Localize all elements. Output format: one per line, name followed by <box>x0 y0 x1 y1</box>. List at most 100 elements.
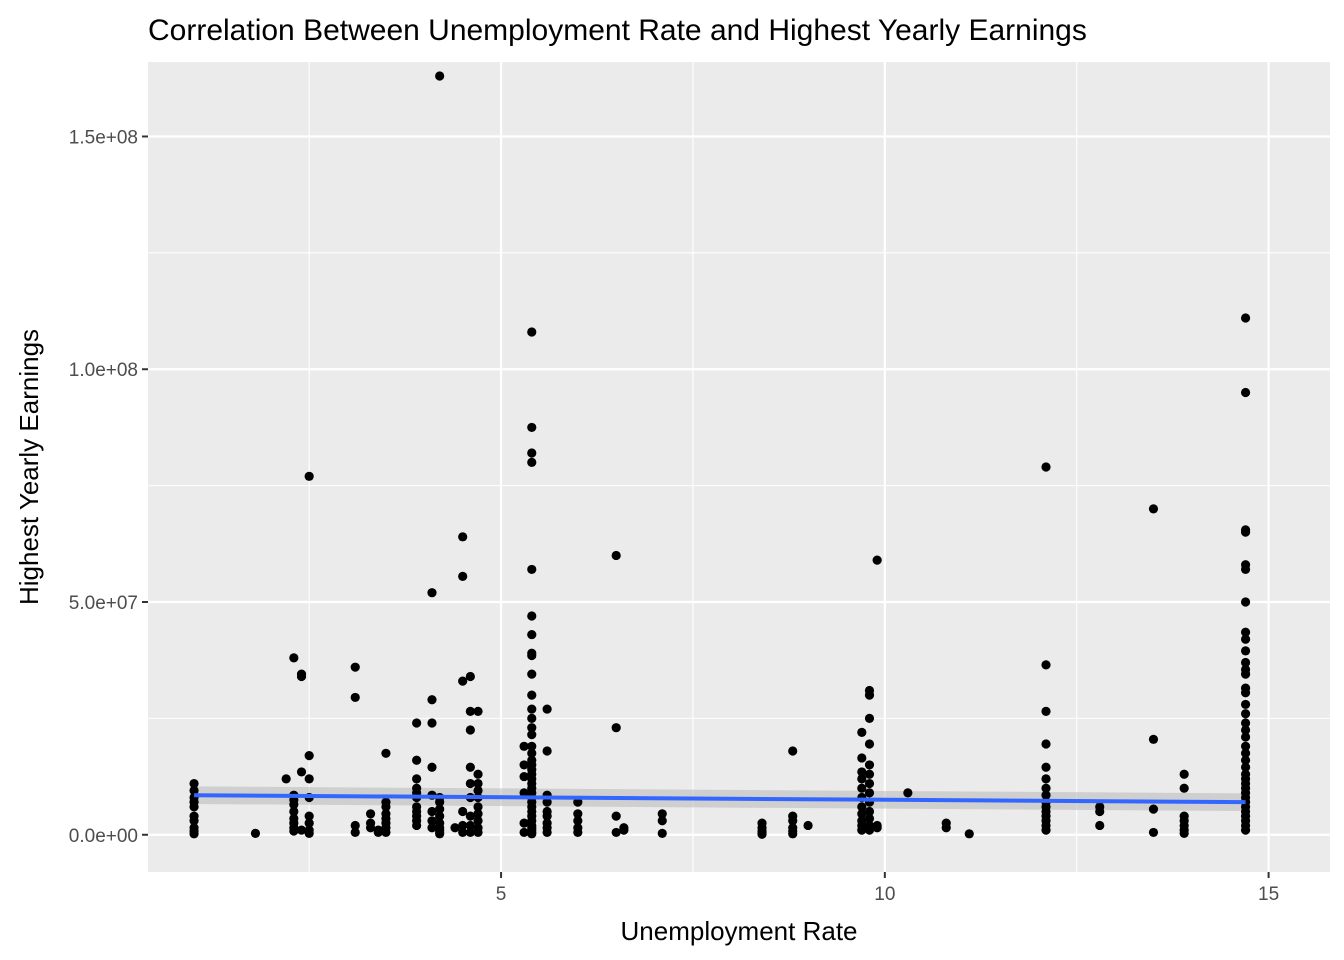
data-point <box>1179 783 1189 793</box>
data-point <box>1240 646 1251 656</box>
data-point <box>527 730 537 740</box>
data-point <box>527 327 537 337</box>
data-point <box>465 827 475 838</box>
data-point <box>1240 699 1251 710</box>
data-point <box>473 706 483 716</box>
data-point <box>1041 762 1051 772</box>
data-point <box>289 653 299 663</box>
data-point <box>350 662 360 672</box>
data-point <box>788 816 798 826</box>
data-point <box>857 767 867 777</box>
data-point <box>542 746 552 756</box>
tick-labels: 5 10 15 0.0e+00 5.0e+07 1.0e+08 1.5e+08 <box>69 127 1279 905</box>
data-point <box>473 809 483 819</box>
x-tick-label: 15 <box>1258 884 1279 905</box>
data-point <box>296 825 307 835</box>
data-point <box>611 723 621 733</box>
data-point <box>857 802 867 812</box>
data-point <box>1148 827 1159 838</box>
data-point <box>872 555 882 565</box>
data-point <box>864 788 875 798</box>
data-point <box>1240 657 1251 668</box>
data-point <box>304 751 314 761</box>
data-point <box>1240 755 1251 765</box>
data-point <box>1041 825 1051 835</box>
data-point <box>519 760 529 770</box>
data-point <box>289 806 299 817</box>
data-point <box>435 804 445 814</box>
data-point <box>1041 790 1051 800</box>
data-point <box>381 827 391 838</box>
data-point <box>435 71 445 81</box>
data-point <box>527 748 537 758</box>
data-point <box>350 827 360 838</box>
data-point <box>473 827 483 838</box>
data-point <box>473 778 483 789</box>
data-point <box>365 809 376 819</box>
data-point <box>289 826 299 836</box>
data-point <box>611 550 621 561</box>
data-point <box>473 785 483 796</box>
data-point <box>1041 462 1051 472</box>
axis-ticks <box>142 135 1270 878</box>
data-point <box>465 778 475 789</box>
data-point <box>757 829 767 839</box>
data-point <box>1240 741 1251 751</box>
data-point <box>189 802 199 812</box>
data-point <box>373 827 383 838</box>
data-point <box>465 762 475 772</box>
data-point <box>527 422 537 433</box>
data-point <box>281 774 291 784</box>
data-point <box>864 769 875 779</box>
data-point <box>1240 825 1251 835</box>
data-point <box>1095 820 1105 831</box>
data-point <box>519 788 529 798</box>
chart-title: Correlation Between Unemployment Rate an… <box>148 14 1087 47</box>
data-point <box>864 825 875 835</box>
y-axis-title: Highest Yearly Earnings <box>14 329 44 605</box>
data-point <box>1240 387 1251 398</box>
data-point <box>864 760 875 770</box>
data-point <box>1240 709 1251 719</box>
data-point <box>864 813 875 824</box>
data-point <box>465 671 475 682</box>
data-point <box>458 676 468 686</box>
data-point <box>941 823 951 833</box>
y-tick-label: 5.0e+07 <box>69 593 138 614</box>
data-point <box>189 816 199 826</box>
data-point <box>350 820 360 831</box>
data-point <box>427 816 437 826</box>
data-point <box>542 827 552 838</box>
minor-gridlines <box>148 62 1330 872</box>
data-point <box>189 785 199 796</box>
data-point <box>296 671 307 682</box>
data-point <box>573 827 583 838</box>
data-point <box>473 769 483 779</box>
data-point <box>788 746 798 756</box>
data-point <box>365 823 376 833</box>
data-point <box>412 774 422 784</box>
major-gridlines <box>148 62 1330 872</box>
data-point <box>1240 725 1251 735</box>
data-point <box>542 811 552 821</box>
data-point <box>458 532 468 542</box>
data-point <box>527 448 537 458</box>
data-point <box>527 457 537 467</box>
data-point <box>527 564 537 575</box>
data-point <box>465 706 475 716</box>
data-point <box>1240 627 1251 637</box>
data-point <box>542 704 552 714</box>
trend-line <box>194 793 1246 805</box>
data-point <box>1179 828 1189 838</box>
data-point <box>1240 732 1251 742</box>
data-point <box>1240 527 1251 537</box>
data-point <box>427 806 437 817</box>
data-point <box>1041 706 1051 716</box>
data-point <box>527 829 537 839</box>
data-point <box>1041 774 1051 784</box>
data-point <box>1148 504 1159 514</box>
data-point <box>458 820 468 831</box>
data-point <box>903 788 913 798</box>
data-point <box>527 611 537 621</box>
